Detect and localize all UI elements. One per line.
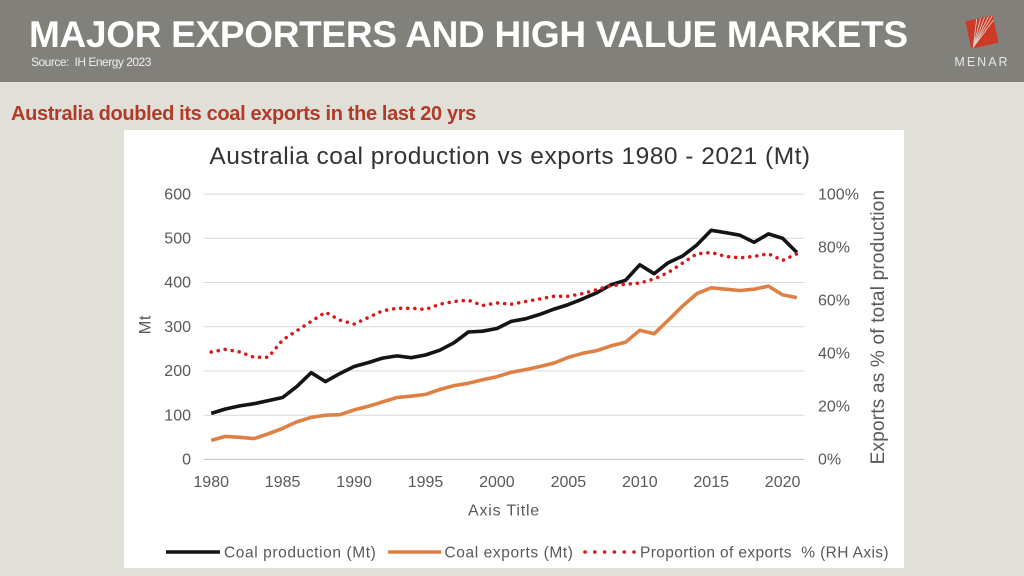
svg-text:Coal exports (Mt): Coal exports (Mt)	[445, 544, 574, 561]
svg-text:200: 200	[164, 363, 191, 380]
svg-text:2010: 2010	[622, 474, 658, 491]
svg-text:Mt: Mt	[137, 315, 155, 334]
svg-text:40%: 40%	[818, 345, 850, 362]
svg-text:0: 0	[182, 452, 191, 469]
svg-text:2005: 2005	[551, 474, 587, 491]
svg-text:Axis Title: Axis Title	[468, 503, 540, 520]
svg-text:80%: 80%	[818, 239, 850, 256]
svg-text:100%: 100%	[818, 186, 859, 203]
svg-text:100: 100	[164, 407, 191, 424]
svg-text:Coal production (Mt): Coal production (Mt)	[224, 544, 376, 561]
svg-text:600: 600	[164, 186, 191, 203]
svg-text:400: 400	[164, 275, 191, 292]
svg-text:1980: 1980	[193, 474, 229, 491]
svg-text:Australia coal production vs e: Australia coal production vs exports 198…	[209, 143, 810, 170]
svg-text:300: 300	[164, 319, 191, 336]
svg-text:2000: 2000	[479, 474, 515, 491]
svg-text:60%: 60%	[818, 292, 850, 309]
svg-text:500: 500	[164, 231, 191, 248]
svg-text:Proportion of exports % (RH A: Proportion of exports % (RH Axis)	[640, 544, 889, 561]
svg-text:2020: 2020	[765, 474, 801, 491]
svg-text:1990: 1990	[336, 474, 372, 491]
svg-text:0%: 0%	[818, 452, 841, 469]
svg-text:Exports as % of total producti: Exports as % of total production	[868, 190, 889, 465]
svg-text:1985: 1985	[265, 474, 301, 491]
svg-text:2015: 2015	[693, 474, 729, 491]
svg-text:20%: 20%	[818, 398, 850, 415]
svg-text:1995: 1995	[408, 474, 444, 491]
